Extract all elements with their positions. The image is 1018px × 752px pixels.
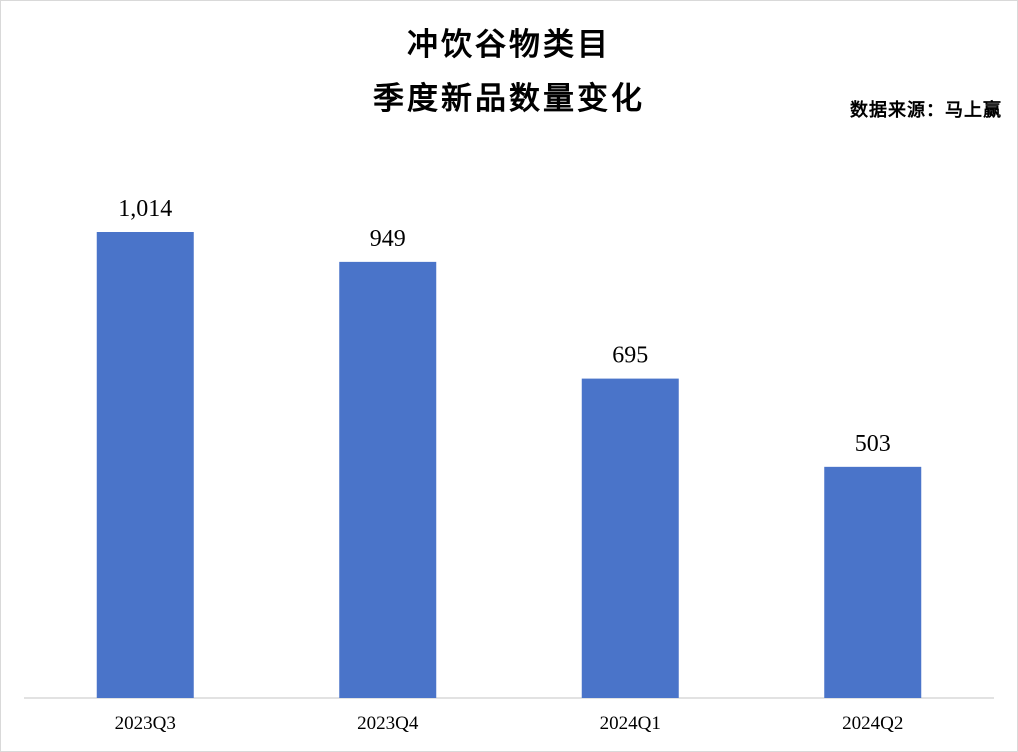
bar-2024Q1 — [581, 378, 679, 698]
data-source-note: 数据来源：马上赢 — [850, 100, 1002, 121]
bar-2023Q3 — [96, 232, 194, 698]
bars-group — [96, 232, 922, 698]
x-tick-label-2023Q3: 2023Q3 — [115, 713, 176, 734]
value-label-2023Q3: 1,014 — [118, 196, 172, 222]
value-label-2023Q4: 949 — [370, 226, 406, 252]
bar-2023Q4 — [339, 261, 437, 698]
value-label-2024Q2: 503 — [855, 431, 891, 457]
value-label-2024Q1: 695 — [612, 343, 648, 369]
chart-title-line2: 季度新品数量变化 — [373, 81, 645, 117]
x-tick-labels-group: 2023Q3 2023Q4 2024Q1 2024Q2 — [115, 713, 904, 734]
x-tick-label-2024Q2: 2024Q2 — [842, 713, 903, 734]
x-tick-label-2023Q4: 2023Q4 — [357, 713, 419, 734]
value-labels-group: 1,014 949 695 503 — [118, 196, 891, 457]
bar-2024Q2 — [824, 466, 922, 698]
chart-title-line1: 冲饮谷物类目 — [407, 27, 611, 63]
x-tick-label-2024Q1: 2024Q1 — [600, 713, 661, 734]
